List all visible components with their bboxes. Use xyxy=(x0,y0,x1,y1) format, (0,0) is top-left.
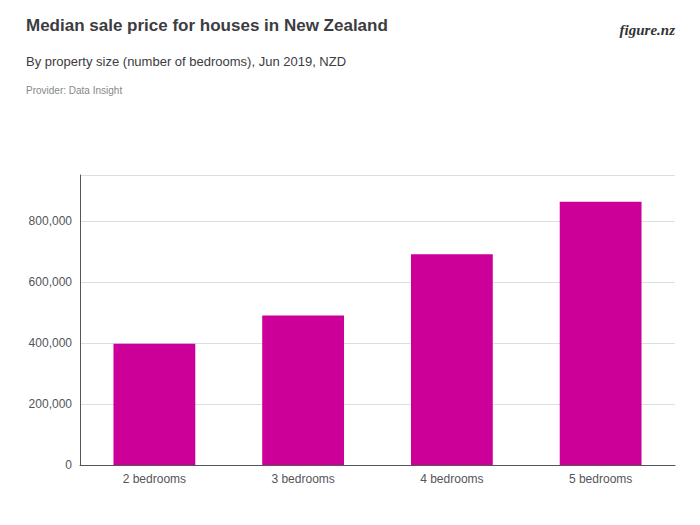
svg-text:5 bedrooms: 5 bedrooms xyxy=(569,472,632,486)
svg-text:By property size (number of be: By property size (number of bedrooms), J… xyxy=(26,54,346,69)
svg-text:800,000: 800,000 xyxy=(29,214,73,228)
svg-text:0: 0 xyxy=(65,458,72,472)
svg-text:4 bedrooms: 4 bedrooms xyxy=(420,472,483,486)
svg-text:200,000: 200,000 xyxy=(29,397,73,411)
svg-text:figure.nz: figure.nz xyxy=(620,22,676,38)
svg-text:3 bedrooms: 3 bedrooms xyxy=(271,472,334,486)
svg-text:600,000: 600,000 xyxy=(29,275,73,289)
svg-text:400,000: 400,000 xyxy=(29,336,73,350)
svg-text:Median sale price for houses i: Median sale price for houses in New Zeal… xyxy=(26,16,388,35)
svg-text:Provider: Data Insight: Provider: Data Insight xyxy=(26,85,122,96)
svg-text:2 bedrooms: 2 bedrooms xyxy=(123,472,186,486)
